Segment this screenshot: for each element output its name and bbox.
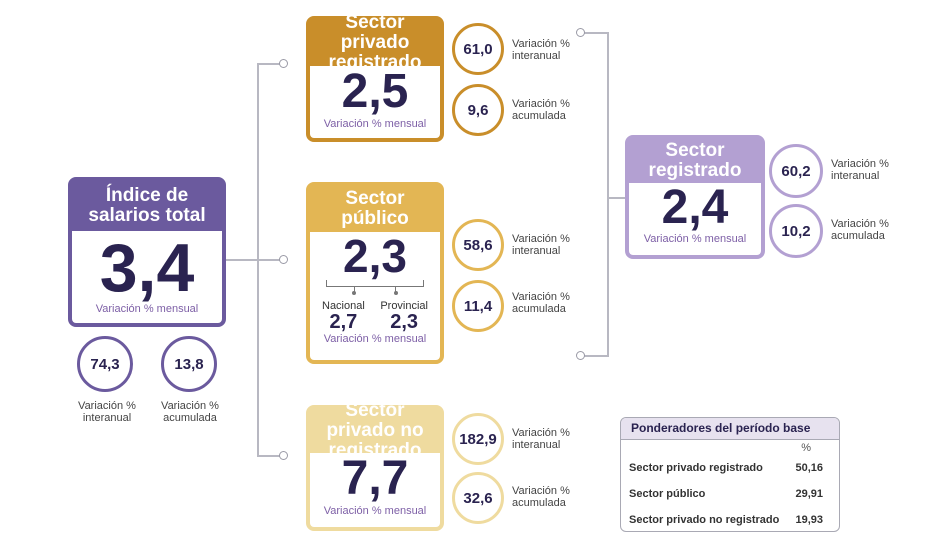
registrado-title: Sector registrado xyxy=(629,139,761,183)
connector-right-bottom xyxy=(583,355,609,357)
connector-to-privado xyxy=(257,63,283,65)
publico-provincial-value: 2,3 xyxy=(390,311,419,333)
total-acumulada-circle: 13,8 xyxy=(161,336,217,392)
publico-provincial-label: Provincial xyxy=(380,300,428,312)
no-registrado-interanual-label: Variación % interanual xyxy=(512,427,570,451)
total-title: Índice de salarios total xyxy=(72,181,222,231)
no-registrado-acumulada-circle: 32,6 xyxy=(452,472,504,524)
connector-right-vertical xyxy=(607,32,609,356)
privado-registrado-value: 2,5 xyxy=(341,65,409,118)
connector-dot-publico xyxy=(279,255,288,264)
ponderadores-title: Ponderadores del período base xyxy=(621,418,839,440)
no-registrado-acumulada-label: Variación % acumulada xyxy=(512,485,570,509)
ponderadores-row-value: 50,16 xyxy=(795,462,823,474)
privado-registrado-interanual-circle: 61,0 xyxy=(452,23,504,75)
privado-registrado-acumulada-label: Variación % acumulada xyxy=(512,98,570,122)
connector-to-no-registrado xyxy=(257,455,283,457)
ponderadores-row-label: Sector privado registrado xyxy=(629,462,763,474)
connector-right-to-registrado xyxy=(607,197,627,199)
ponderadores-unit: % xyxy=(801,442,811,454)
total-acumulada-label: Variación % acumulada xyxy=(161,400,219,424)
ponderadores-row-label: Sector público xyxy=(629,488,706,500)
no-registrado-value: 7,7 xyxy=(341,452,409,505)
table-row: Sector público 29,91 xyxy=(621,481,839,507)
publico-acumulada-circle: 11,4 xyxy=(452,280,504,332)
connector-dot-right-bottom xyxy=(576,351,585,360)
publico-acumulada-label: Variación % acumulada xyxy=(512,291,570,315)
table-row: Sector privado registrado 50,16 xyxy=(621,455,839,481)
ponderadores-row-value: 19,93 xyxy=(795,514,823,526)
privado-registrado-acumulada-circle: 9,6 xyxy=(452,84,504,136)
publico-nacional-value: 2,7 xyxy=(329,311,358,333)
publico-caption: Variación % mensual xyxy=(323,333,427,345)
publico-value: 2,3 xyxy=(343,230,407,282)
total-card: Índice de salarios total 3,4 Variación %… xyxy=(68,177,226,327)
connector-dot-no-registrado xyxy=(279,451,288,460)
total-value: 3,4 xyxy=(99,230,195,306)
privado-registrado-card: Sector privado registrado 2,5 Variación … xyxy=(306,13,444,142)
connector-to-publico xyxy=(257,259,283,261)
total-interanual-label: Variación % interanual xyxy=(78,400,136,424)
no-registrado-caption: Variación % mensual xyxy=(323,505,427,517)
no-registrado-card: Sector privado no registrado 7,7 Variaci… xyxy=(306,401,444,531)
publico-nacional-label: Nacional xyxy=(322,300,365,312)
ponderadores-row-label: Sector privado no registrado xyxy=(629,514,780,526)
connector-dot-privado xyxy=(279,59,288,68)
privado-registrado-title: Sector privado registrado xyxy=(310,13,440,73)
publico-interanual-label: Variación % interanual xyxy=(512,233,570,257)
connector-total-out xyxy=(226,259,258,261)
registrado-acumulada-label: Variación % acumulada xyxy=(831,218,889,242)
table-row: Sector privado no registrado 19,93 xyxy=(621,507,839,531)
registrado-acumulada-circle: 10,2 xyxy=(769,204,823,258)
total-caption: Variación % mensual xyxy=(95,303,199,315)
privado-registrado-interanual-label: Variación % interanual xyxy=(512,38,570,62)
registrado-card: Sector registrado 2,4 Variación % mensua… xyxy=(625,135,765,259)
ponderadores-table: Sector privado registrado 50,16 Sector p… xyxy=(621,455,839,531)
total-interanual-circle: 74,3 xyxy=(77,336,133,392)
no-registrado-interanual-circle: 182,9 xyxy=(452,413,504,465)
registrado-interanual-label: Variación % interanual xyxy=(831,158,889,182)
no-registrado-title: Sector privado no registrado xyxy=(310,401,440,461)
publico-interanual-circle: 58,6 xyxy=(452,219,504,271)
registrado-caption: Variación % mensual xyxy=(643,233,747,245)
ponderadores-panel: Ponderadores del período base % Sector p… xyxy=(620,417,840,532)
connector-dot-right-top xyxy=(576,28,585,37)
connector-right-top xyxy=(583,32,609,34)
privado-registrado-caption: Variación % mensual xyxy=(323,118,427,130)
ponderadores-row-value: 29,91 xyxy=(795,488,823,500)
registrado-value: 2,4 xyxy=(661,181,729,234)
publico-bracket xyxy=(322,280,428,296)
publico-card: Sector público 2,3 Nacional 2,7 Provinci… xyxy=(306,182,444,364)
registrado-interanual-circle: 60,2 xyxy=(769,144,823,198)
publico-title: Sector público xyxy=(310,186,440,232)
